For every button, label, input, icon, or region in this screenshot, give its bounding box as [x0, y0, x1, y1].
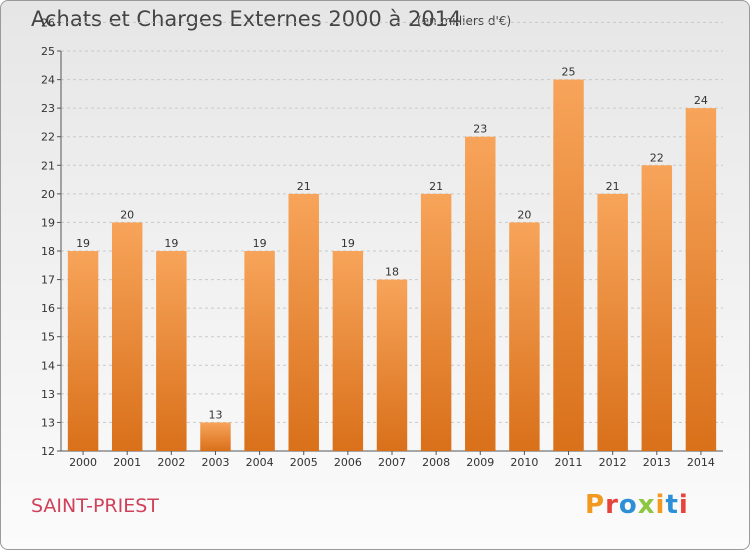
logo-letter: t — [665, 490, 679, 520]
bar-2007 — [376, 279, 408, 451]
data-label: 22 — [650, 151, 664, 164]
y-tick-label: 25 — [41, 45, 55, 58]
data-label: 21 — [606, 180, 620, 193]
y-tick-label: 24 — [41, 74, 55, 87]
x-tick-label: 2002 — [157, 456, 185, 469]
data-label: 19 — [76, 237, 90, 250]
bar-2013 — [641, 165, 673, 452]
x-tick-label: 2009 — [466, 456, 494, 469]
bar-2008 — [420, 193, 452, 451]
commune-name: SAINT-PRIEST — [31, 495, 159, 517]
y-tick-label: 14 — [41, 359, 55, 372]
y-tick-label: 20 — [41, 188, 55, 201]
logo-letter: o — [618, 490, 638, 520]
bar-2001 — [111, 222, 143, 451]
data-label: 25 — [562, 66, 576, 79]
logo-letter: P — [585, 490, 606, 520]
proxiti-logo: Proxiti — [585, 490, 689, 520]
x-tick-label: 2001 — [113, 456, 141, 469]
x-tick-label: 2004 — [246, 456, 274, 469]
x-tick-label: 2012 — [599, 456, 627, 469]
bar-2010 — [509, 222, 540, 451]
y-tick-label: 17 — [41, 274, 55, 287]
x-tick-label: 2003 — [201, 456, 229, 469]
data-label: 20 — [120, 208, 134, 221]
x-tick-label: 2000 — [69, 456, 97, 469]
y-tick-label: 26 — [41, 16, 55, 29]
data-label: 19 — [164, 237, 178, 250]
x-tick-label: 2011 — [555, 456, 583, 469]
y-tick-label: 19 — [41, 216, 55, 229]
bar-2011 — [553, 79, 584, 452]
x-tick-label: 2008 — [422, 456, 450, 469]
x-tick-label: 2006 — [334, 456, 362, 469]
y-tick-label: 18 — [41, 245, 55, 258]
y-tick-label: 13 — [41, 416, 55, 429]
x-tick-label: 2010 — [510, 456, 538, 469]
data-label: 24 — [694, 94, 708, 107]
data-labels: 19 20 19 13 19 21 19 18 21 23 20 25 21 22 24 — [76, 66, 708, 422]
bar-2004 — [244, 251, 275, 451]
logo-letter: i — [678, 490, 689, 520]
bars — [67, 79, 717, 452]
y-tick-label: 23 — [41, 102, 55, 115]
data-label: 23 — [473, 123, 487, 136]
bar-2012 — [597, 193, 628, 451]
data-label: 21 — [429, 180, 443, 193]
y-tick-label: 12 — [41, 445, 55, 458]
x-tick-label: 2005 — [290, 456, 318, 469]
bar-2006 — [332, 251, 364, 451]
x-tick-label: 2014 — [687, 456, 715, 469]
data-label: 13 — [208, 408, 222, 421]
bar-2000 — [67, 251, 99, 451]
bar-2014 — [685, 108, 717, 452]
logo-letter: r — [605, 490, 619, 520]
y-tick-label: 16 — [41, 302, 55, 315]
y-tick-label: 15 — [41, 331, 55, 344]
data-label: 19 — [341, 237, 355, 250]
chart-title: Achats et Charges Externes 2000 à 2014 — [31, 7, 462, 31]
data-label: 18 — [385, 266, 399, 279]
y-tick-label: 21 — [41, 159, 55, 172]
bar-2009 — [465, 136, 496, 451]
logo-letter: x — [637, 490, 656, 520]
x-tick-label: 2013 — [643, 456, 671, 469]
data-label: 19 — [253, 237, 267, 250]
y-tick-label: 13 — [41, 388, 55, 401]
logo-letter: i — [655, 490, 666, 520]
y-tick-label: 22 — [41, 131, 55, 144]
x-tick-label: 2007 — [378, 456, 406, 469]
chart-unit: (en milliers d'€) — [417, 14, 512, 28]
data-label: 20 — [517, 208, 531, 221]
data-label: 21 — [297, 180, 311, 193]
bar-2005 — [288, 193, 319, 451]
bar-2002 — [156, 251, 187, 451]
bar-2003 — [200, 422, 231, 451]
